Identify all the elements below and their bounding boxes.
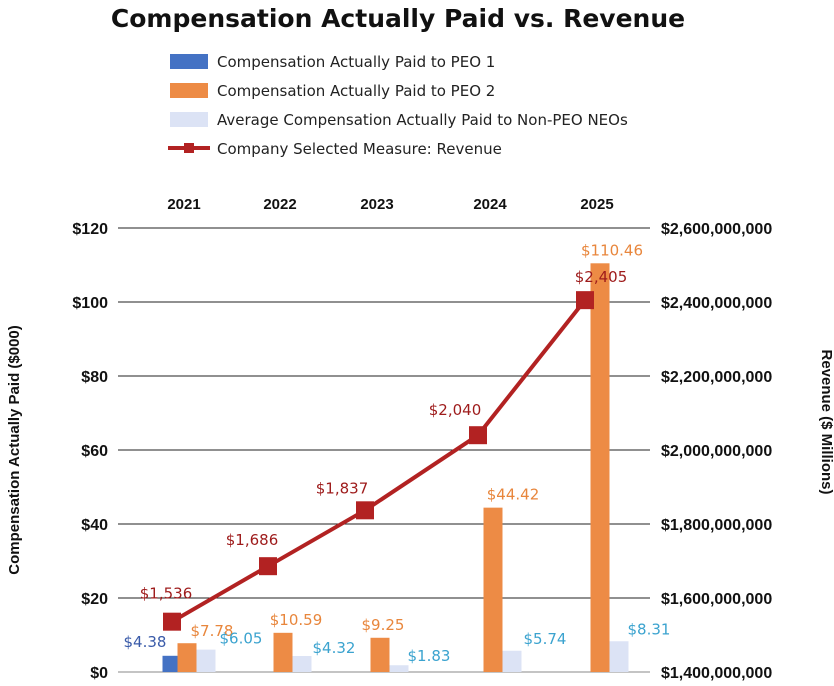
legend-item-non-peo: Average Compensation Actually Paid to No…	[170, 111, 628, 129]
y2-tick-label: $1,600,000,000	[661, 591, 772, 608]
bar-non-peo	[389, 665, 409, 672]
legend-label-peo2: Compensation Actually Paid to PEO 2	[217, 82, 495, 100]
data-label-non-peo: $8.31	[628, 620, 671, 638]
data-label-peo2: $10.59	[270, 611, 323, 629]
data-label-non-peo: $1.83	[408, 647, 451, 665]
bar-non-peo	[609, 641, 629, 672]
legend-label-peo1: Compensation Actually Paid to PEO 1	[217, 53, 495, 71]
category-labels: 2021 2022 2023 2024 2025	[167, 196, 613, 213]
y2-axis-tick-labels: $1,400,000,000 $1,600,000,000 $1,800,000,0…	[661, 221, 772, 682]
revenue-marker	[576, 291, 594, 310]
y-axis-tick-labels: $0 $20 $40 $60 $80 $100 $120	[72, 221, 108, 682]
y2-tick-label: $2,200,000,000	[661, 369, 772, 386]
revenue-marker	[259, 557, 277, 576]
y-tick-label: $80	[81, 369, 108, 386]
year-label: 2022	[263, 196, 296, 213]
legend-swatch-peo1	[170, 54, 208, 69]
bar-peo2	[273, 632, 293, 672]
legend-item-peo1: Compensation Actually Paid to PEO 1	[170, 53, 495, 71]
year-label: 2021	[167, 196, 200, 213]
revenue-marker	[356, 501, 374, 520]
legend-item-revenue: Company Selected Measure: Revenue	[168, 140, 502, 158]
legend-item-peo2: Compensation Actually Paid to PEO 2	[170, 82, 495, 100]
legend: Compensation Actually Paid to PEO 1 Comp…	[168, 53, 628, 158]
y-tick-label: $100	[72, 295, 108, 312]
data-label-non-peo: $4.32	[313, 639, 356, 657]
data-label-peo1: $4.38	[124, 633, 167, 651]
year-label: 2024	[473, 196, 507, 213]
y2-tick-label: $1,400,000,000	[661, 665, 772, 682]
bars	[162, 263, 629, 672]
bar-peo1	[162, 655, 182, 672]
bar-non-peo	[196, 649, 216, 672]
y2-tick-label: $2,400,000,000	[661, 295, 772, 312]
y-axis-title: Compensation Actually Paid ($000)	[6, 325, 23, 575]
bar-peo2	[370, 637, 390, 672]
y2-tick-label: $1,800,000,000	[661, 517, 772, 534]
revenue-marker	[163, 612, 181, 631]
bar-non-peo	[502, 650, 522, 672]
data-label-revenue: $2,040	[429, 401, 482, 419]
y2-axis-title: Revenue ($ Millions)	[818, 349, 834, 494]
y-tick-label: $0	[90, 665, 108, 682]
data-label-peo2: $110.46	[581, 241, 643, 259]
chart-title: Compensation Actually Paid vs. Revenue	[111, 4, 685, 33]
data-label-peo2: $9.25	[362, 616, 405, 634]
year-label: 2023	[360, 196, 393, 213]
bar-peo2	[483, 507, 503, 672]
data-label-peo2: $44.42	[487, 486, 540, 504]
data-label-non-peo: $6.05	[220, 630, 263, 648]
revenue-line	[163, 291, 594, 631]
revenue-marker	[469, 426, 487, 445]
data-label-revenue: $2,405	[575, 268, 628, 286]
bar-peo2	[590, 263, 610, 672]
y-tick-label: $20	[81, 591, 108, 608]
bar-non-peo	[292, 656, 312, 672]
legend-swatch-non-peo	[170, 112, 208, 127]
data-label-non-peo: $5.74	[524, 630, 567, 648]
y2-tick-label: $2,600,000,000	[661, 221, 772, 238]
y-tick-label: $120	[72, 221, 108, 238]
y-tick-label: $40	[81, 517, 108, 534]
revenue-line-path	[170, 298, 587, 624]
year-label: 2025	[580, 196, 613, 213]
y2-tick-label: $2,000,000,000	[661, 443, 772, 460]
data-label-revenue: $1,686	[226, 531, 279, 549]
data-label-revenue: $1,837	[316, 479, 369, 497]
legend-swatch-peo2	[170, 83, 208, 98]
legend-label-revenue: Company Selected Measure: Revenue	[217, 140, 502, 158]
legend-label-non-peo: Average Compensation Actually Paid to No…	[217, 111, 628, 129]
data-labels: $4.38 $7.78 $10.59 $9.25 $44.42 $110.46 $6.05 $…	[124, 241, 671, 665]
data-label-revenue: $1,536	[140, 585, 193, 603]
legend-marker-revenue	[184, 143, 194, 153]
bar-peo2	[177, 643, 197, 672]
data-label-peo2: $7.78	[191, 622, 234, 640]
y-tick-label: $60	[81, 443, 108, 460]
